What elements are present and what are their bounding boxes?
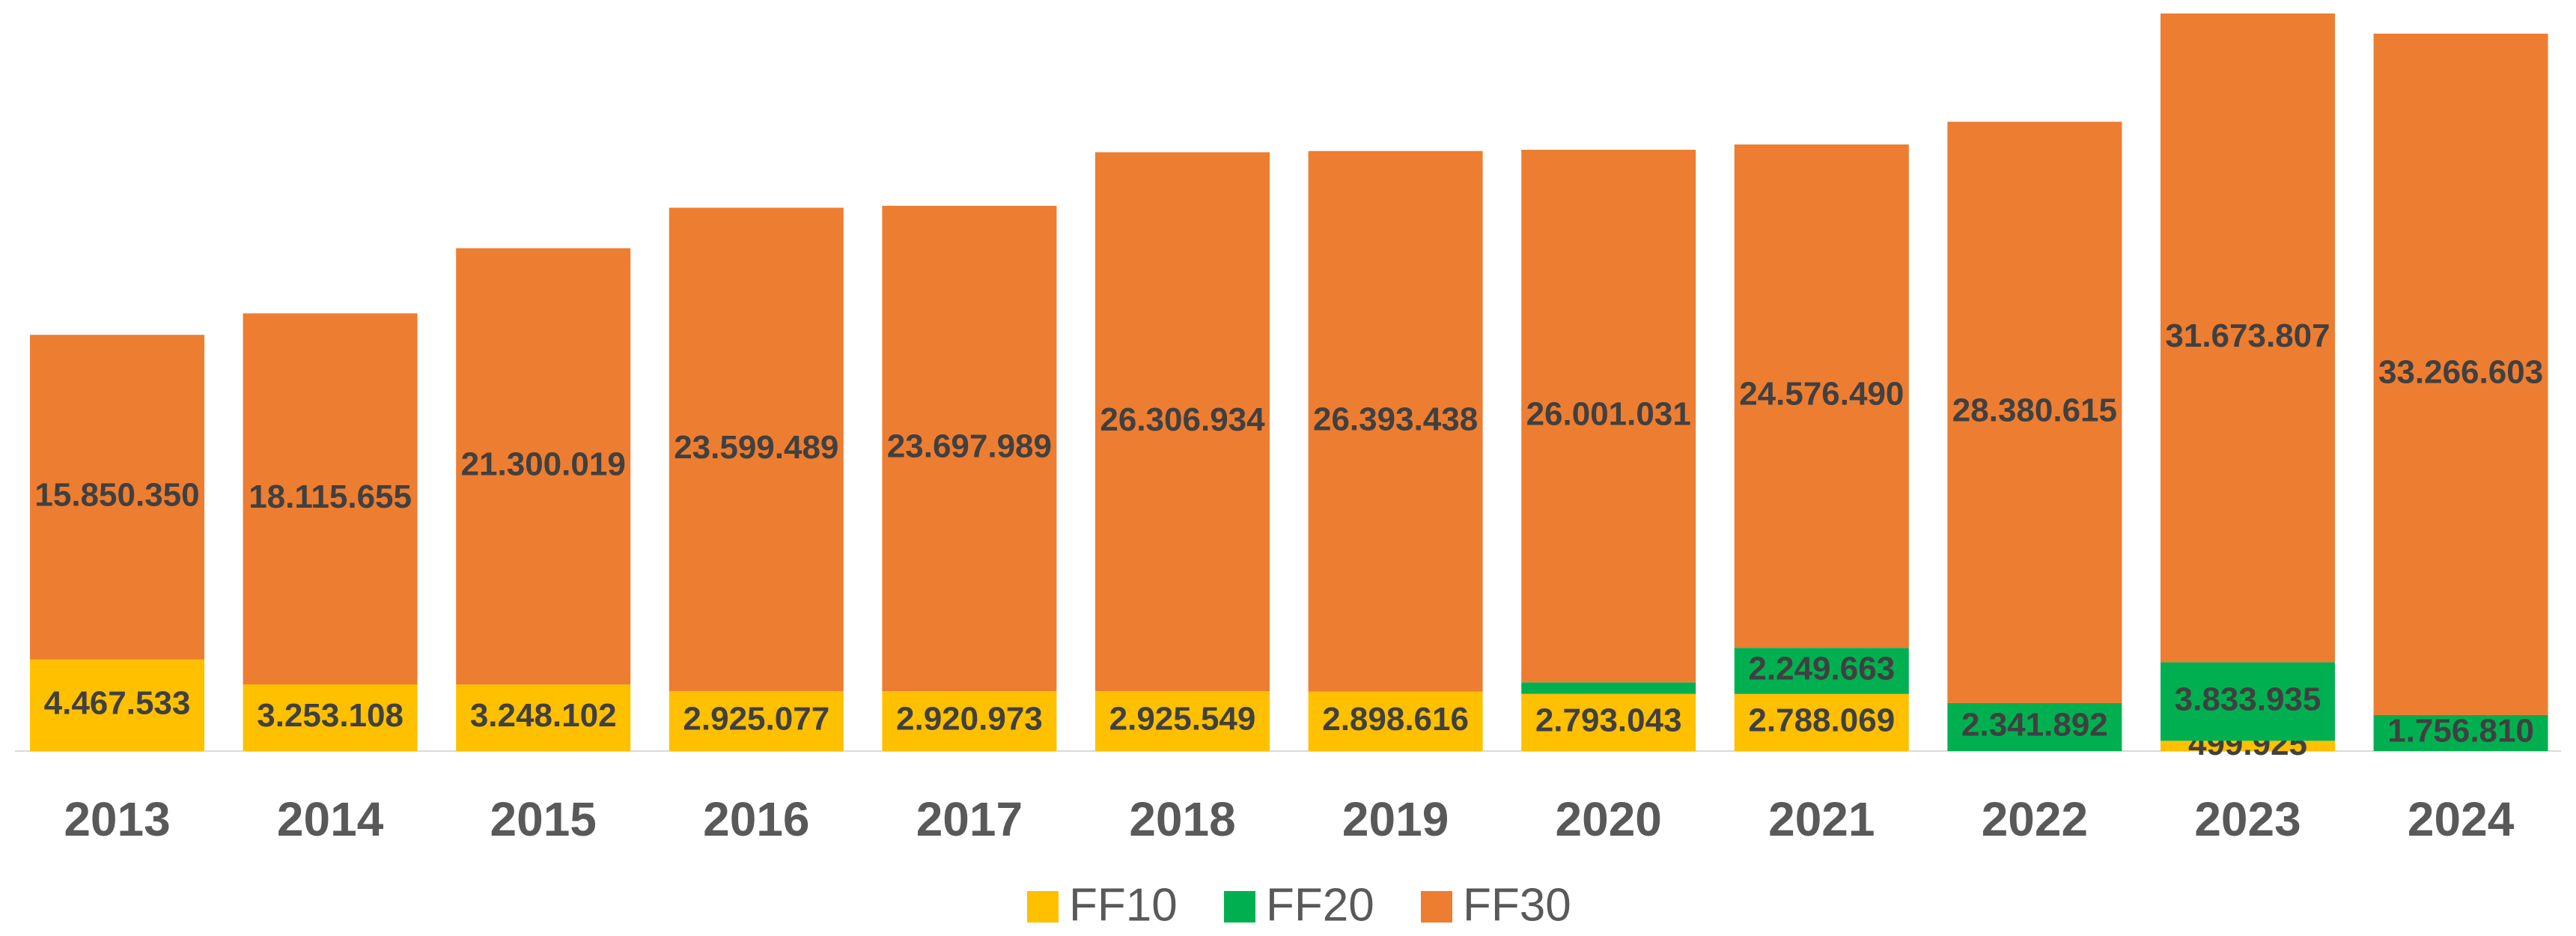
data-label: 2.788.069 <box>1748 702 1895 738</box>
x-tick-label: 2023 <box>2194 792 2301 846</box>
bar-segment <box>1734 648 1909 694</box>
bar-segment <box>1947 121 2122 703</box>
data-label: 2.341.892 <box>1961 707 2108 744</box>
x-tick-label: 2014 <box>277 792 384 846</box>
x-tick-label: 2024 <box>2408 792 2515 846</box>
x-tick-label: 2017 <box>916 792 1023 846</box>
data-label: 3.253.108 <box>257 697 404 734</box>
bar-segment <box>1734 693 1909 751</box>
data-label: 2.793.043 <box>1535 702 1682 738</box>
data-label: 26.393.438 <box>1313 401 1478 437</box>
bar-segment <box>1308 151 1483 692</box>
data-label: 23.697.989 <box>887 428 1052 465</box>
bar-segment <box>1521 150 1696 683</box>
x-tick-label: 2015 <box>490 792 597 846</box>
data-label: 2.925.549 <box>1109 701 1256 738</box>
data-label: 26.306.934 <box>1100 401 1265 438</box>
bar-segment <box>2161 741 2335 751</box>
bar-segment <box>2161 662 2335 741</box>
x-tick-label: 2013 <box>64 792 170 846</box>
data-label: 28.380.615 <box>1952 392 2117 428</box>
legend-label: FF20 <box>1266 879 1374 931</box>
x-tick-label: 2019 <box>1342 792 1449 846</box>
bar-segment <box>1308 691 1483 751</box>
data-label: 2.249.663 <box>1748 651 1895 687</box>
bar-segment <box>2161 13 2335 663</box>
bar-segment <box>882 205 1057 692</box>
data-label: 3.833.935 <box>2175 681 2321 718</box>
data-label: 2.925.077 <box>683 701 829 738</box>
bar-segment <box>30 659 204 751</box>
bar-segment <box>1095 152 1270 691</box>
data-label: 18.115.655 <box>249 478 412 515</box>
legend-swatch <box>1421 891 1452 923</box>
bar-segment <box>243 313 418 685</box>
data-label: 21.300.019 <box>461 446 626 482</box>
x-tick-label: 2016 <box>703 792 809 846</box>
bar-segment <box>1095 690 1270 751</box>
bar-segment <box>882 691 1057 751</box>
data-label: 2.920.973 <box>896 701 1043 738</box>
data-label: 33.266.603 <box>2378 354 2543 391</box>
data-label: 1.756.810 <box>2387 713 2534 750</box>
bar-segment <box>1947 702 2122 751</box>
bar-segment <box>2373 33 2548 715</box>
data-label: 2.898.616 <box>1322 701 1469 738</box>
bar-segment <box>669 207 844 691</box>
x-tick-label: 2018 <box>1129 792 1235 846</box>
legend-swatch <box>1027 891 1059 923</box>
bar-segment <box>243 684 418 751</box>
bar-segment <box>2373 714 2548 751</box>
bar-segment <box>669 690 844 751</box>
bar-segment <box>456 248 631 685</box>
legend-label: FF10 <box>1069 879 1178 931</box>
data-label: 24.576.490 <box>1739 376 1904 413</box>
bar-segment <box>30 335 204 660</box>
x-tick-label: 2021 <box>1768 792 1875 846</box>
data-label: 23.599.489 <box>674 429 838 466</box>
data-label: 4.467.533 <box>44 685 191 722</box>
data-label: 15.850.350 <box>34 477 199 514</box>
data-label: 31.673.807 <box>2165 317 2330 354</box>
data-label: 26.001.031 <box>1526 395 1691 432</box>
x-tick-label: 2022 <box>1982 792 2088 846</box>
legend-label: FF30 <box>1463 879 1571 931</box>
bar-segment <box>1734 144 1909 648</box>
x-tick-label: 2020 <box>1556 792 1662 846</box>
bar-segment <box>1521 682 1696 694</box>
bar-segment <box>1521 693 1696 751</box>
legend-swatch <box>1224 891 1255 923</box>
bar-segment <box>456 684 631 751</box>
data-label: 3.248.102 <box>470 697 617 734</box>
